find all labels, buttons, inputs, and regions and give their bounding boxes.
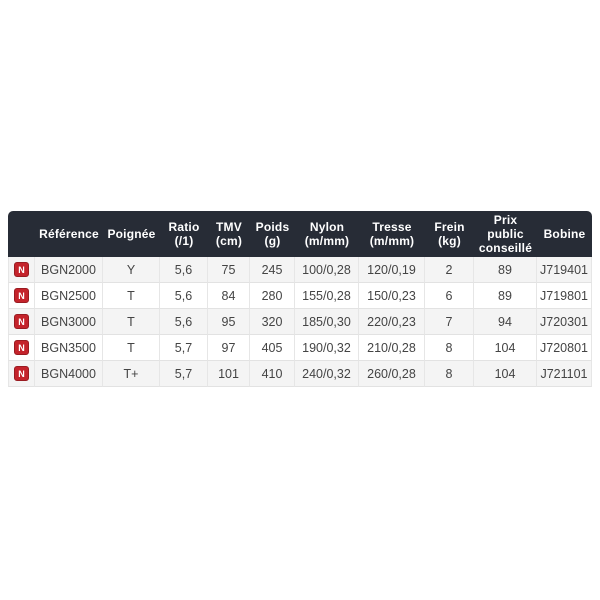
cell-nylon: 240/0,32 bbox=[295, 361, 359, 388]
cell-tmv: 84 bbox=[208, 283, 250, 310]
cell-bobine: J719401 bbox=[537, 257, 592, 284]
product-spec-table: Référence Poignée Ratio (/1) TMV (cm) Poids … bbox=[8, 211, 592, 388]
cell-ratio: 5,6 bbox=[160, 283, 208, 310]
new-badge-cell: N bbox=[8, 283, 35, 310]
table-row-BGN3500: N BGN3500 T 5,7 97 405 190/0,32 210/0,28 8 104 J72… bbox=[8, 335, 592, 362]
product-spec-table-container: Référence Poignée Ratio (/1) TMV (cm) Poids … bbox=[8, 211, 592, 388]
table-row-BGN2000: N BGN2000 Y 5,6 75 245 100/0,28 120/0,19 2 89 J719… bbox=[8, 257, 592, 284]
cell-tmv: 95 bbox=[208, 309, 250, 336]
cell-nylon: 185/0,30 bbox=[295, 309, 359, 336]
cell-frein: 6 bbox=[425, 283, 474, 310]
column-header-tmv: TMV (cm) bbox=[208, 211, 250, 258]
column-header-prix: Prix public conseillé bbox=[474, 211, 537, 258]
cell-poignee: T bbox=[103, 335, 160, 362]
cell-tmv: 101 bbox=[208, 361, 250, 388]
column-header-poignee: Poignée bbox=[103, 211, 160, 258]
new-badge-cell: N bbox=[8, 309, 35, 336]
cell-poids: 245 bbox=[250, 257, 295, 284]
cell-bobine: J720301 bbox=[537, 309, 592, 336]
cell-reference: BGN3500 bbox=[35, 335, 103, 362]
cell-poignee: T bbox=[103, 309, 160, 336]
cell-frein: 8 bbox=[425, 335, 474, 362]
cell-poids: 405 bbox=[250, 335, 295, 362]
new-product-badge: N bbox=[14, 262, 29, 278]
cell-prix: 104 bbox=[474, 361, 537, 388]
cell-nylon: 155/0,28 bbox=[295, 283, 359, 310]
table-header: Référence Poignée Ratio (/1) TMV (cm) Poids … bbox=[8, 211, 592, 258]
cell-tmv: 97 bbox=[208, 335, 250, 362]
new-badge-cell: N bbox=[8, 335, 35, 362]
cell-tresse: 150/0,23 bbox=[359, 283, 425, 310]
column-header-nylon: Nylon (m/mm) bbox=[295, 211, 359, 258]
column-header-tresse: Tresse (m/mm) bbox=[359, 211, 425, 258]
cell-reference: BGN3000 bbox=[35, 309, 103, 336]
column-header-reference: Référence bbox=[35, 211, 103, 258]
cell-ratio: 5,7 bbox=[160, 335, 208, 362]
cell-frein: 2 bbox=[425, 257, 474, 284]
cell-poids: 410 bbox=[250, 361, 295, 388]
cell-bobine: J720801 bbox=[537, 335, 592, 362]
cell-tmv: 75 bbox=[208, 257, 250, 284]
column-header-ratio: Ratio (/1) bbox=[160, 211, 208, 258]
cell-prix: 94 bbox=[474, 309, 537, 336]
new-product-badge: N bbox=[14, 288, 29, 304]
cell-tresse: 220/0,23 bbox=[359, 309, 425, 336]
cell-poignee: T+ bbox=[103, 361, 160, 388]
cell-poignee: T bbox=[103, 283, 160, 310]
cell-poids: 320 bbox=[250, 309, 295, 336]
new-badge-cell: N bbox=[8, 257, 35, 284]
new-product-badge: N bbox=[14, 340, 29, 356]
table-row-BGN2500: N BGN2500 T 5,6 84 280 155/0,28 150/0,23 6 89 J719… bbox=[8, 283, 592, 310]
cell-ratio: 5,7 bbox=[160, 361, 208, 388]
table-row-BGN4000: N BGN4000 T+ 5,7 101 410 240/0,32 260/0,28 8 104 J… bbox=[8, 361, 592, 388]
cell-tresse: 120/0,19 bbox=[359, 257, 425, 284]
cell-reference: BGN2000 bbox=[35, 257, 103, 284]
table-row-BGN3000: N BGN3000 T 5,6 95 320 185/0,30 220/0,23 7 94 J720… bbox=[8, 309, 592, 336]
cell-tresse: 260/0,28 bbox=[359, 361, 425, 388]
cell-reference: BGN2500 bbox=[35, 283, 103, 310]
cell-bobine: J721101 bbox=[537, 361, 592, 388]
cell-ratio: 5,6 bbox=[160, 309, 208, 336]
new-product-badge: N bbox=[14, 366, 29, 382]
table-body: N BGN2000 Y 5,6 75 245 100/0,28 120/0,19 2 89 J719… bbox=[8, 257, 592, 388]
cell-tresse: 210/0,28 bbox=[359, 335, 425, 362]
cell-prix: 89 bbox=[474, 257, 537, 284]
cell-frein: 7 bbox=[425, 309, 474, 336]
cell-ratio: 5,6 bbox=[160, 257, 208, 284]
cell-nylon: 100/0,28 bbox=[295, 257, 359, 284]
cell-frein: 8 bbox=[425, 361, 474, 388]
cell-prix: 104 bbox=[474, 335, 537, 362]
cell-reference: BGN4000 bbox=[35, 361, 103, 388]
column-header-poids: Poids (g) bbox=[250, 211, 295, 258]
cell-nylon: 190/0,32 bbox=[295, 335, 359, 362]
new-product-badge: N bbox=[14, 314, 29, 330]
cell-bobine: J719801 bbox=[537, 283, 592, 310]
new-badge-cell: N bbox=[8, 361, 35, 388]
column-header-bobine: Bobine bbox=[537, 211, 592, 258]
column-header-frein: Frein (kg) bbox=[425, 211, 474, 258]
cell-poignee: Y bbox=[103, 257, 160, 284]
table-header-row: Référence Poignée Ratio (/1) TMV (cm) Poids … bbox=[8, 211, 592, 258]
cell-poids: 280 bbox=[250, 283, 295, 310]
column-header-new bbox=[8, 211, 35, 258]
cell-prix: 89 bbox=[474, 283, 537, 310]
